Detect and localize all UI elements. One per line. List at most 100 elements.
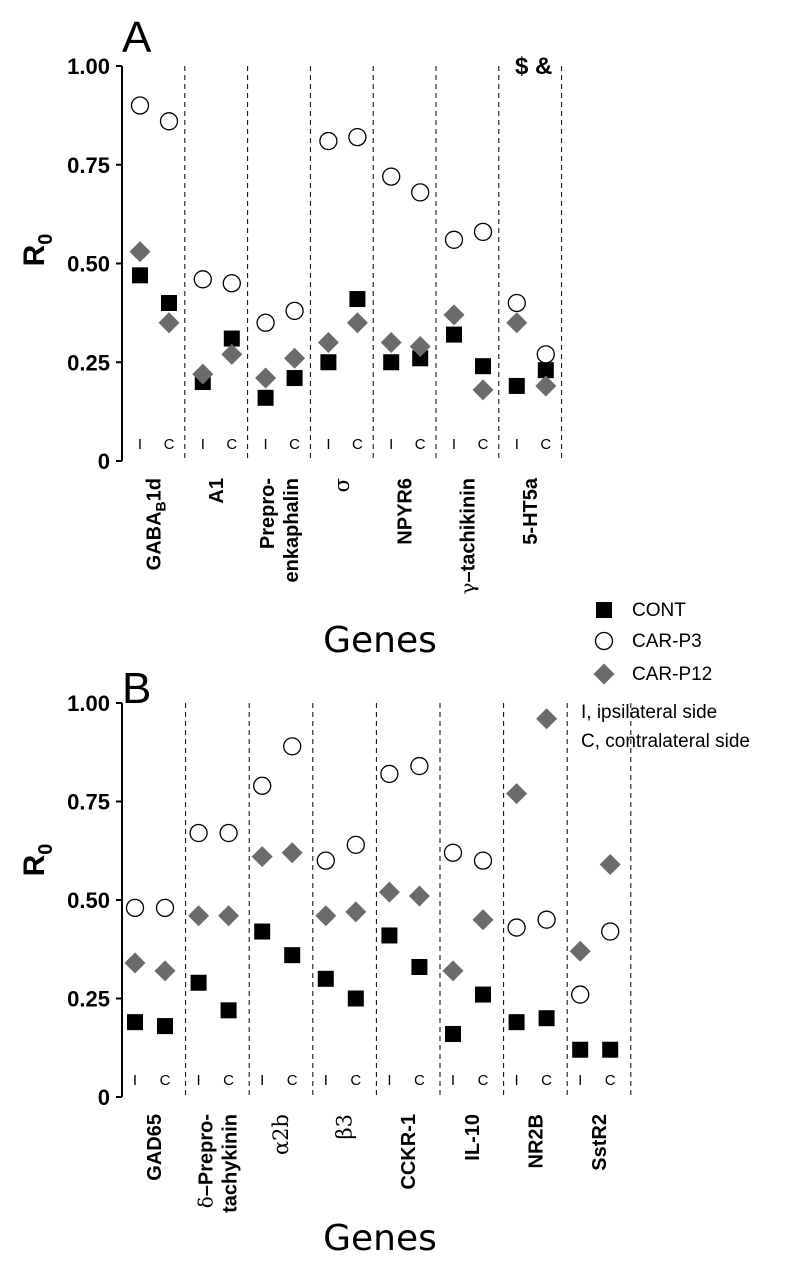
marker-cont-c	[223, 330, 240, 347]
marker-car-p12-c	[599, 854, 621, 876]
marker-car-p3-c	[222, 274, 241, 293]
category-label: NR2B	[525, 1114, 547, 1168]
side-label-ipsilateral: I	[324, 1072, 328, 1089]
category-label: γ–tachikinin	[455, 478, 479, 594]
marker-cont-c	[157, 1018, 173, 1035]
marker-car-p12-c	[472, 909, 494, 931]
side-label-ipsilateral: I	[326, 436, 330, 453]
y-tick-label: 0.50	[67, 888, 110, 913]
y-tick-label: 0	[98, 1085, 110, 1110]
marker-car-p12-i	[569, 940, 591, 962]
panel-letter: B	[122, 664, 151, 713]
y-axis-label-main: R	[18, 854, 51, 876]
y-axis-label: R0	[18, 844, 57, 877]
category-label: δ–Prepro-	[193, 1114, 217, 1208]
y-tick-label: 1.00	[67, 54, 110, 79]
marker-car-p3-i	[443, 843, 463, 862]
marker-car-p12-i	[506, 312, 528, 334]
marker-car-p12-c	[221, 343, 243, 365]
side-label-contralateral: C	[223, 1072, 234, 1089]
marker-car-p3-i	[316, 851, 335, 870]
marker-cont-i	[508, 377, 525, 394]
side-label-contralateral: C	[352, 436, 363, 453]
marker-cont-c	[286, 370, 303, 387]
side-label-contralateral: C	[415, 436, 426, 453]
side-label-ipsilateral: I	[515, 436, 519, 453]
side-label-contralateral: C	[350, 1072, 361, 1089]
marker-cont-i	[320, 354, 337, 371]
marker-car-p12-c	[535, 375, 557, 397]
y-tick-label: 0.75	[67, 153, 110, 178]
marker-cont-c	[538, 1010, 555, 1027]
marker-car-p12-c	[408, 885, 430, 907]
category-label-part: B	[152, 501, 168, 511]
marker-car-p3-i	[380, 764, 399, 784]
side-label-ipsilateral: I	[387, 1072, 391, 1089]
marker-cont-c	[602, 1041, 619, 1058]
marker-car-p12-i	[255, 367, 277, 389]
marker-car-p12-i	[315, 905, 337, 927]
marker-cont-i	[257, 389, 274, 406]
category-label: σ	[330, 478, 354, 492]
marker-car-p3-i	[507, 918, 526, 937]
category-label: NPYR6	[395, 478, 417, 545]
side-label-ipsilateral: I	[515, 1072, 519, 1089]
side-label-ipsilateral: I	[260, 1072, 264, 1089]
marker-cont-c	[284, 947, 301, 964]
marker-cont-c	[161, 295, 177, 311]
x-axis-label: Genes	[323, 1218, 437, 1259]
y-tick-label: 0.25	[67, 987, 110, 1012]
marker-car-p3-i	[125, 898, 145, 918]
category-label-part: γ	[455, 582, 479, 594]
y-tick-label: 0.75	[67, 790, 110, 815]
side-label-contralateral: C	[414, 1072, 425, 1089]
legend-label: CAR-P3	[632, 631, 702, 652]
legend-marker-square	[596, 602, 612, 618]
marker-car-p3-c	[601, 922, 620, 941]
side-label-contralateral: C	[605, 1072, 616, 1089]
marker-car-p3-i	[193, 270, 212, 289]
marker-car-p12-i	[124, 952, 146, 974]
marker-cont-i	[446, 326, 462, 343]
side-label-ipsilateral: I	[264, 436, 268, 453]
marker-car-p12-c	[284, 347, 306, 369]
marker-cont-c	[475, 358, 491, 375]
marker-car-p3-c	[536, 345, 555, 364]
marker-cont-c	[220, 1002, 237, 1019]
side-label-contralateral: C	[478, 436, 489, 453]
marker-car-p12-c	[472, 379, 494, 401]
significance-annotation: $ &	[515, 53, 552, 80]
marker-cont-i	[254, 923, 271, 940]
marker-car-p3-i	[130, 96, 150, 115]
marker-car-p12-c	[281, 842, 303, 864]
marker-car-p12-c	[536, 708, 558, 730]
marker-car-p3-i	[444, 230, 464, 249]
category-label-part: 1d	[143, 478, 165, 501]
y-tick-label: 0	[98, 449, 110, 474]
legend-label: CONT	[632, 600, 686, 621]
category-label: GABAB1d	[143, 478, 168, 570]
marker-car-p12-i	[442, 960, 464, 982]
marker-cont-c	[349, 291, 366, 308]
category-label: β3	[333, 1114, 357, 1140]
side-label-ipsilateral: I	[451, 1072, 455, 1089]
marker-car-p3-i	[382, 167, 401, 186]
marker-car-p12-i	[317, 332, 339, 353]
marker-cont-i	[132, 267, 148, 284]
marker-cont-c	[411, 958, 428, 975]
marker-car-p3-c	[346, 835, 365, 854]
category-label: SstR2	[589, 1114, 611, 1171]
y-axis-label: R0	[18, 234, 57, 267]
y-axis-label-sub: 0	[35, 234, 57, 245]
category-label-part: δ	[193, 1196, 217, 1208]
marker-car-p3-c	[348, 127, 367, 147]
marker-car-p12-i	[251, 846, 273, 868]
marker-cont-i	[381, 927, 398, 944]
side-label-contralateral: C	[541, 1072, 552, 1089]
marker-car-p12-i	[378, 881, 400, 903]
category-label-part: –Prepro-	[195, 1114, 217, 1196]
marker-car-p12-i	[443, 304, 465, 326]
y-tick-label: 1.00	[67, 691, 110, 716]
category-label: A1	[206, 478, 228, 504]
